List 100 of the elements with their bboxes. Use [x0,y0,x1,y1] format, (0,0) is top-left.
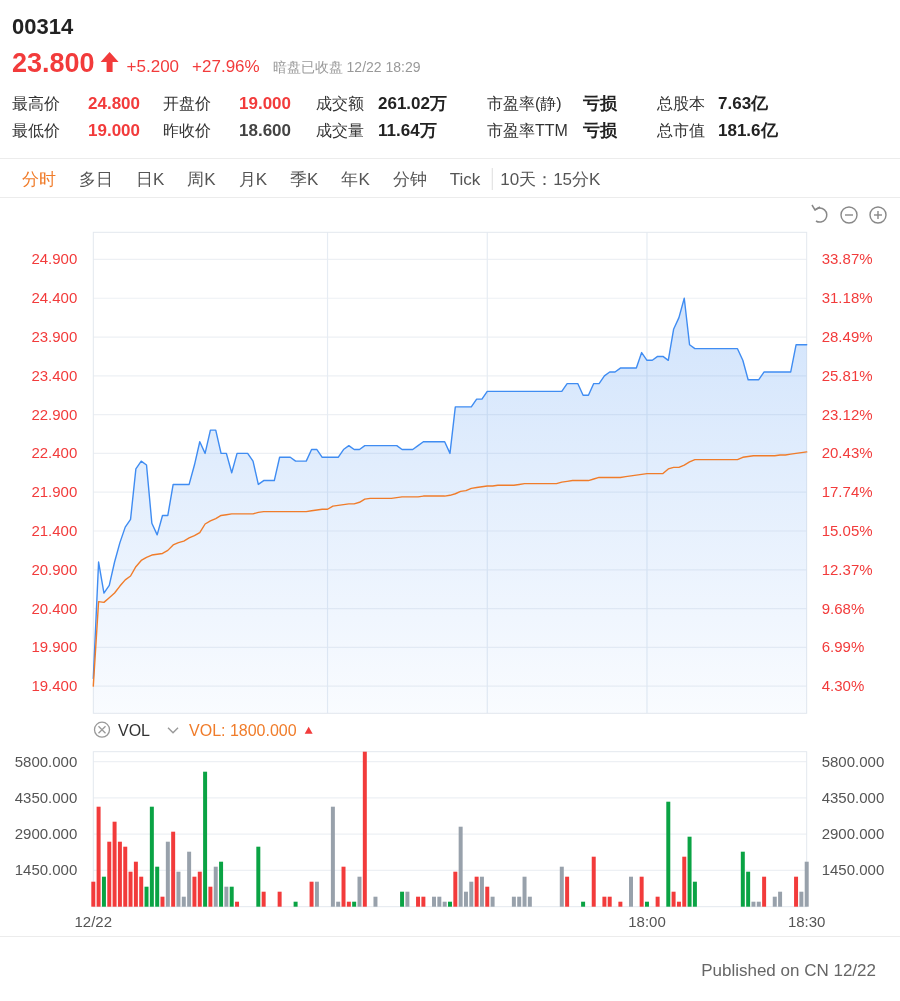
text: 昨收价 [163,122,211,139]
text: 亏损 [582,121,618,140]
text: 24.800 [88,94,140,113]
bar [219,861,224,907]
bar [618,901,623,907]
bar [448,901,452,907]
bar [197,871,202,907]
text: 亏损 [582,94,618,113]
y2-tick-label: 33.87% [821,250,873,268]
bar [400,891,405,907]
y2-tick-label: 28.49% [821,328,873,346]
x-tick-label: 12/22 [74,912,113,930]
bar [309,881,314,907]
text: 暗盘已收盘 12/22 18:29 [272,59,421,75]
bar [165,841,170,907]
bar [639,876,644,907]
bar [373,896,378,907]
text: +5.200 [126,57,180,76]
bar [203,771,208,907]
y-tick-label: 19.900 [31,638,78,656]
bar [559,866,564,907]
line-series [92,451,808,687]
y-tick-label: 19.400 [31,677,78,695]
text: Published on CN 12/22 [701,961,876,980]
text: 总股本 [656,95,705,112]
bar [799,891,804,907]
y-tick-label: 24.400 [31,289,78,307]
y2-tick-label: 25.81% [821,366,873,384]
y-tick-label: 1450.000 [14,861,78,879]
bar [756,901,761,907]
bar [277,891,282,907]
text: 多日 [79,170,113,189]
y2-tick-label: 15.05% [821,522,873,540]
bar [101,876,106,907]
y-tick-label: 5800.000 [14,752,78,770]
text: 00314 [12,14,74,39]
bar [644,901,649,907]
bar [91,881,96,907]
bar [794,876,799,907]
text: 日K [136,170,165,189]
x-tick-label: 18:30 [787,912,826,930]
bar [293,901,298,907]
y2-tick-label: 23.12% [821,405,873,423]
y2-tick-label: 20.43% [821,444,873,462]
text: 7.63亿 [718,94,770,113]
text: 分钟 [392,170,427,189]
text: 11.64万 [378,121,437,140]
text: 总市值 [656,122,705,139]
text: 成交量 [316,122,364,139]
bar [362,751,367,907]
text: 市盈率TTM [487,122,568,139]
text: 19.000 [239,94,291,113]
text: 最低价 [12,122,60,139]
text: 成交额 [316,95,364,112]
bar [224,886,229,907]
bar [235,901,240,907]
y-tick-label: 23.400 [31,366,78,384]
bar [479,876,484,907]
y-tick-label: 23.900 [31,328,78,346]
text: +27.96% [192,57,260,76]
text: 18.600 [239,121,291,140]
y2-tick-label: 31.18% [821,289,873,307]
bar [192,876,197,907]
bar [629,876,633,907]
text: 19.000 [88,121,140,140]
text: 最高价 [12,95,60,112]
text: 季K [290,170,320,189]
y2-tick-label: 4350.000 [821,788,885,806]
bar [208,886,213,907]
text: 开盘价 [163,95,211,112]
y-tick-label: 21.400 [31,521,78,539]
text: Tick [449,170,481,189]
y-tick-label: 22.400 [31,444,78,462]
text: VOL: 1800.000 [189,721,297,739]
y-tick-label: 21.900 [31,483,78,501]
text: 181.6亿 [718,121,779,140]
text: 分时 [22,170,56,189]
bar [314,881,319,907]
bar [213,866,218,907]
bar [762,876,767,907]
x-tick-label: 18:00 [628,912,666,930]
bar [751,901,756,907]
bar [655,896,660,907]
bar [602,896,607,907]
bar [581,901,586,907]
text: 261.02万 [378,94,447,113]
y2-tick-label: 9.68% [821,599,865,617]
bar [607,896,612,907]
bar [485,886,490,907]
text: 年K [341,170,371,189]
bar [256,846,261,907]
y-tick-label: 4350.000 [14,788,78,806]
text: 10天：15分K [500,170,602,189]
bar [453,871,458,907]
y2-tick-label: 1450.000 [821,861,885,879]
bar [442,901,447,907]
y2-tick-label: 17.74% [821,483,873,501]
bar [171,831,176,907]
bar [96,806,101,907]
text: 周K [187,170,217,189]
